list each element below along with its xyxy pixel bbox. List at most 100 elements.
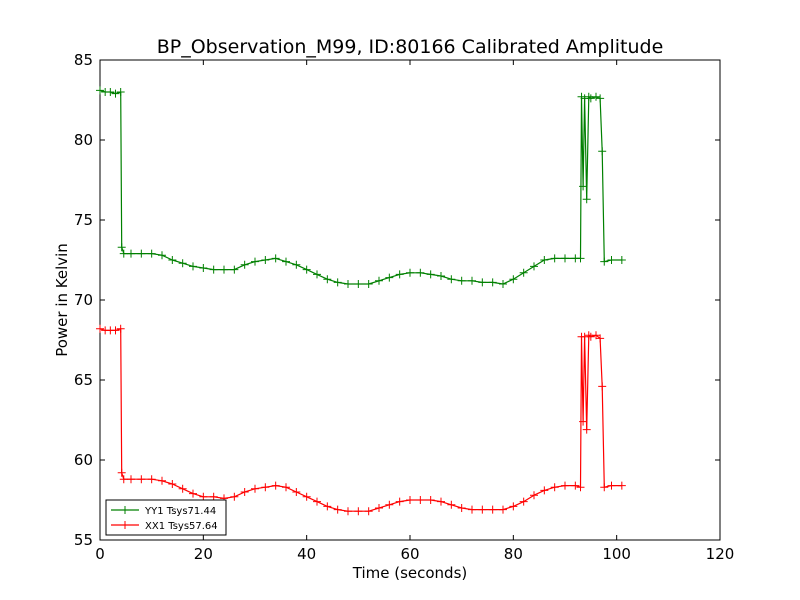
data-point	[478, 278, 487, 287]
data-point	[116, 324, 125, 333]
series-line-1	[99, 89, 622, 285]
data-point	[106, 88, 115, 96]
data-point	[519, 497, 528, 506]
data-point	[579, 182, 588, 191]
data-point	[354, 280, 363, 288]
data-point	[96, 324, 104, 333]
data-point	[457, 504, 466, 512]
x-tick-label: 60	[400, 545, 419, 563]
data-point	[127, 249, 135, 258]
data-point	[447, 275, 456, 284]
data-point	[168, 256, 177, 264]
data-point	[416, 268, 425, 277]
data-point	[540, 486, 549, 495]
x-axis-label: Time (seconds)	[352, 564, 468, 582]
data-point	[468, 276, 476, 285]
data-point	[550, 254, 559, 263]
data-point	[333, 505, 342, 514]
data-point	[354, 507, 363, 516]
data-point	[344, 280, 352, 288]
x-tick-label: 20	[194, 545, 213, 563]
data-point	[261, 483, 270, 492]
x-tick-label: 100	[602, 545, 631, 563]
data-point	[561, 481, 569, 490]
data-point	[406, 268, 414, 277]
data-point	[579, 417, 588, 426]
legend-marker	[121, 521, 129, 529]
chart-title: BP_Observation_M99, ID:80166 Calibrated …	[157, 36, 664, 58]
data-point	[576, 483, 585, 492]
data-point	[385, 273, 394, 282]
data-point	[406, 496, 414, 504]
data-point	[158, 476, 166, 485]
data-point	[576, 254, 585, 263]
data-point	[499, 280, 507, 288]
data-point	[600, 483, 609, 492]
data-point	[189, 489, 197, 498]
data-point	[292, 488, 301, 496]
data-point	[116, 88, 125, 96]
data-point	[96, 86, 104, 95]
data-point	[240, 260, 249, 269]
data-point	[230, 265, 239, 274]
data-point	[437, 272, 445, 280]
data-point	[364, 507, 373, 516]
x-tick-label: 120	[706, 545, 735, 563]
data-point	[117, 243, 126, 252]
data-point	[313, 497, 321, 506]
data-point	[584, 92, 593, 101]
series-markers-1	[96, 86, 626, 288]
data-point	[178, 484, 187, 493]
data-point	[600, 257, 609, 266]
data-point	[313, 270, 321, 279]
data-point	[178, 259, 187, 268]
data-point	[302, 492, 311, 501]
data-point	[509, 502, 518, 511]
y-tick-label: 65	[74, 371, 93, 389]
data-point	[617, 481, 626, 490]
legend-label: YY1 Tsys71.44	[144, 506, 216, 517]
y-axis-label: Power in Kelvin	[53, 243, 71, 357]
y-tick-label: 70	[74, 291, 93, 309]
data-point	[607, 481, 616, 490]
data-point	[519, 268, 528, 277]
data-point	[488, 505, 497, 514]
data-point	[209, 265, 218, 274]
data-point	[596, 94, 605, 103]
data-point	[292, 260, 301, 269]
data-point	[127, 475, 135, 484]
plot-area: 0 20 40 60 80 100 120 55 60 65 70 75 80 85	[74, 51, 734, 563]
data-point	[426, 496, 435, 504]
data-point	[323, 502, 332, 511]
data-point	[598, 382, 607, 391]
data-point	[364, 280, 373, 288]
y-tick-label: 85	[74, 51, 93, 69]
data-point	[509, 275, 518, 284]
data-point	[592, 331, 600, 340]
data-point	[530, 262, 538, 271]
data-point	[271, 481, 280, 490]
data-point	[586, 332, 595, 341]
data-point	[540, 256, 549, 264]
y-tick-label: 55	[74, 531, 93, 549]
data-point	[333, 278, 342, 287]
data-point	[607, 256, 616, 264]
legend-marker	[121, 506, 129, 514]
data-point	[488, 278, 497, 287]
data-point	[323, 275, 332, 284]
data-point	[395, 270, 404, 279]
data-point	[261, 256, 270, 264]
y-tick-label: 60	[74, 451, 93, 469]
data-point	[137, 475, 146, 484]
data-point	[251, 257, 259, 266]
data-point	[457, 276, 466, 285]
data-point	[437, 497, 445, 506]
data-point	[220, 265, 228, 274]
data-point	[468, 505, 476, 514]
data-point	[582, 195, 591, 204]
data-point	[199, 264, 208, 272]
data-point	[117, 468, 126, 477]
data-point	[199, 492, 208, 501]
data-point	[592, 92, 600, 101]
